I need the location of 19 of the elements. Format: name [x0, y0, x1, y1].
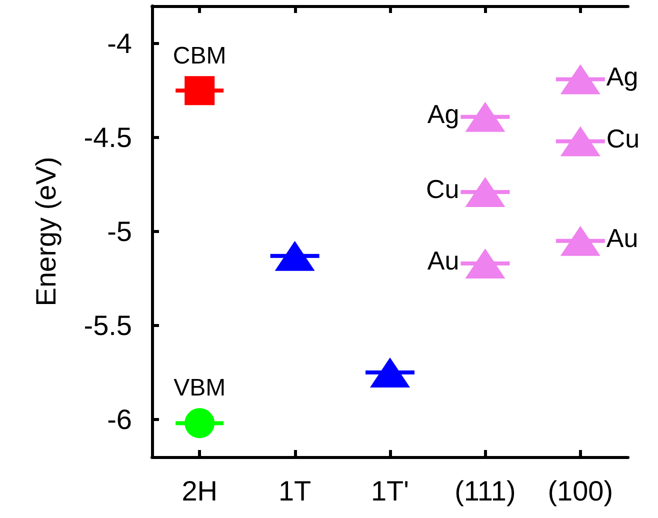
series-label: CBM — [172, 42, 226, 70]
y-tick-label: -5.5 — [84, 310, 132, 341]
y-tick-label: -4.5 — [84, 122, 132, 154]
annotation: Ag — [606, 61, 638, 92]
annotation: Ag — [427, 98, 460, 129]
series-label: VBM — [174, 374, 226, 402]
y-axis-title: Energy (eV) — [30, 156, 62, 306]
x-tick-label: 2H — [182, 476, 218, 506]
annotation: Au — [606, 222, 638, 253]
x-tick-label: (100) — [548, 476, 614, 506]
annotation: Au — [427, 245, 460, 276]
y-tick-label: -6 — [107, 404, 132, 435]
y-tick-label: -5 — [107, 216, 132, 247]
y-tick-label: -4 — [107, 28, 132, 60]
annotation: Cu — [606, 123, 640, 154]
x-tick-label: 1T' — [370, 476, 410, 506]
annotation: Cu — [426, 174, 460, 204]
x-tick-label: 1T — [278, 476, 312, 506]
x-tick-label: (111) — [454, 476, 516, 506]
